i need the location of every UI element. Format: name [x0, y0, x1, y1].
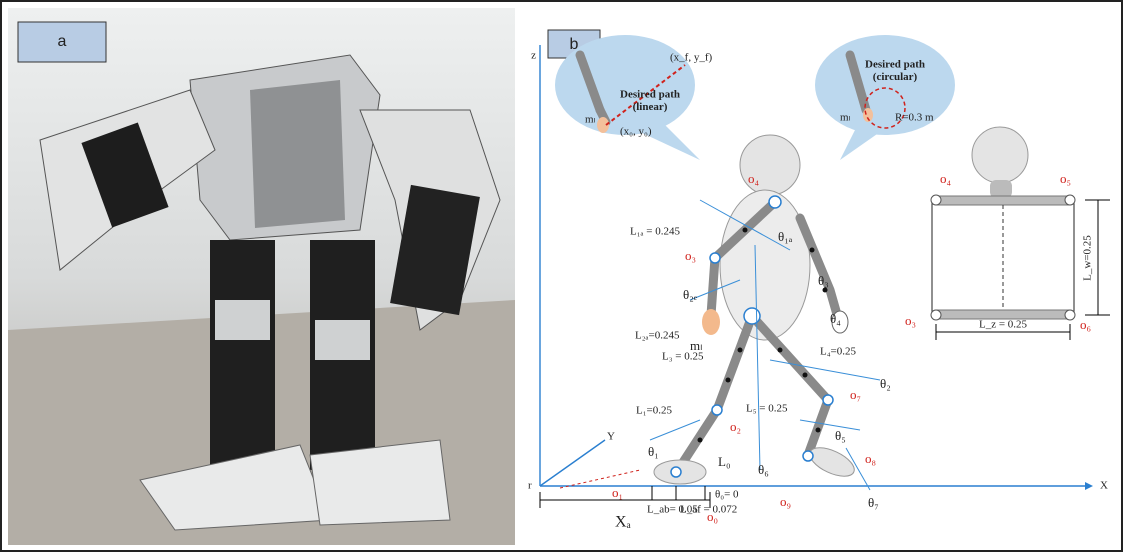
joint-label: o₁ — [612, 485, 623, 500]
joint-label: o₃ — [905, 313, 916, 328]
panel-label: b — [570, 36, 579, 53]
body-label: θ₄ — [830, 311, 841, 326]
body-label: L₂ₐ=0.245 — [635, 330, 680, 342]
bubble-label: (x_f, y_f) — [670, 52, 712, 64]
joint-label: o₀ — [707, 509, 718, 524]
body-label: θ₂ₑ — [683, 287, 698, 302]
dimension-label: L_w=0.25 — [1082, 235, 1094, 281]
joint-label: o₆ — [1080, 317, 1091, 332]
bubble-title: Desired path (linear) — [620, 88, 680, 113]
robot-model — [539, 134, 881, 508]
body-label: θ₁ₐ — [778, 229, 793, 244]
axis-label: Y — [607, 431, 615, 443]
body-label: L₁=0.25 — [636, 405, 673, 417]
axis-label: z — [531, 50, 536, 62]
bubble-label: mₗ — [840, 112, 851, 124]
body-label: θ₇ — [868, 495, 879, 510]
axis-label: X — [1100, 480, 1108, 492]
body-label: Xₐ — [615, 514, 632, 531]
panel-label-box — [17, 21, 107, 63]
bubble — [555, 35, 700, 160]
bubble — [815, 35, 955, 160]
body-label: L₃ = 0.25 — [662, 351, 704, 363]
body-label: θ₃ — [818, 273, 829, 288]
bubble-label: mₗ — [585, 114, 596, 126]
bubble-label: (x₀, y₀) — [620, 126, 652, 138]
body-label: L₄=0.25 — [820, 346, 857, 358]
joint-label: o₄ — [940, 171, 952, 186]
bubble-label: R=0.3 m — [895, 112, 934, 124]
photo — [8, 8, 515, 545]
body-label: θ₁ — [648, 444, 659, 459]
joint-label: o₄ — [748, 171, 760, 186]
axes — [539, 45, 1093, 490]
joint-label: o₈ — [865, 451, 876, 466]
joint-label: o₂ — [730, 419, 741, 434]
bubble-title: Desired path (circular) — [865, 58, 925, 83]
body-label: L_af = 0.072 — [680, 504, 737, 516]
panel-label: a — [58, 33, 67, 50]
body-label: θ₅ — [835, 428, 846, 443]
body-label: L_ab= 0.05 — [647, 504, 698, 516]
body-label: θ₀= 0 — [715, 489, 739, 501]
body-label: θ₆ — [758, 462, 769, 477]
body-label: L₁ₐ = 0.245 — [630, 226, 681, 238]
joint-label: o₇ — [850, 387, 861, 402]
body-label: L₀ — [718, 454, 730, 469]
joint-label: o₅ — [1060, 171, 1071, 186]
axis-label: r — [528, 480, 532, 492]
body-label: mₗ — [690, 338, 702, 353]
body-label: L₅ = 0.25 — [746, 403, 788, 415]
body-label: θ₂ — [880, 376, 891, 391]
joint-label: o₉ — [780, 494, 791, 509]
dimension-label: L_z = 0.25 — [979, 319, 1028, 331]
joint-label: o₃ — [685, 248, 696, 263]
front-view — [930, 126, 1110, 340]
